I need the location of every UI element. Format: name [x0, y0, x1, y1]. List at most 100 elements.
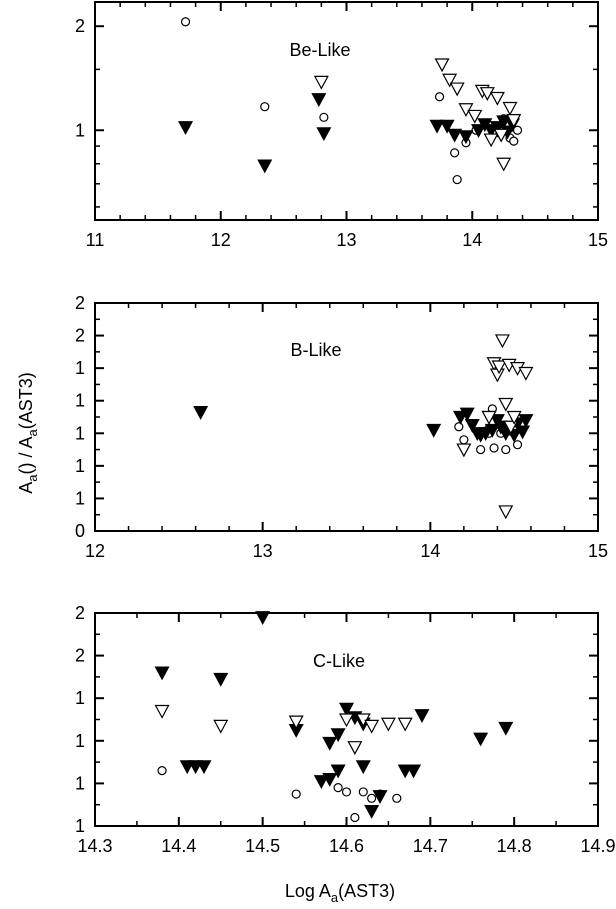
data-point-filled-triangle	[178, 121, 194, 136]
data-point-filled-triangle	[372, 790, 388, 804]
data-point-filled-triangle	[338, 702, 355, 717]
data-point-open-triangle	[479, 87, 495, 101]
data-point-open-triangle	[491, 360, 507, 375]
y-tick-label: 2	[75, 16, 85, 36]
data-point-open-triangle	[518, 366, 534, 381]
y-tick-label: 2	[75, 603, 85, 623]
data-point-filled-triangle	[322, 736, 338, 751]
data-point-open-triangle	[397, 717, 413, 732]
data-point-filled-triangle	[193, 406, 209, 420]
data-point-circle	[260, 102, 270, 112]
data-point-filled-triangle	[213, 672, 229, 687]
data-point-open-triangle	[502, 101, 518, 116]
x-tick-label: 14.4	[161, 836, 196, 856]
panel-title: B-Like	[290, 340, 341, 360]
data-point-filled-triangle	[458, 130, 474, 145]
data-point-filled-triangle	[322, 773, 338, 787]
y-tick-label: 1	[75, 488, 85, 508]
plot-frame	[94, 1, 599, 221]
y-tick-label: 0	[75, 521, 85, 541]
data-point-filled-triangle	[459, 407, 475, 422]
y-tick-label: 2	[75, 326, 85, 346]
y-axis-title: Aa() / Aa(AST3)	[16, 372, 40, 494]
x-tick-label: 14.6	[329, 836, 364, 856]
y-tick-label: 1	[75, 688, 85, 708]
data-point-filled-triangle	[255, 611, 271, 626]
data-point-open-triangle	[458, 103, 474, 118]
data-point-filled-triangle	[515, 425, 531, 440]
y-tick-label: 1	[75, 773, 85, 793]
data-point-circle	[450, 148, 460, 158]
data-point-circle	[476, 444, 486, 455]
data-point-filled-triangle	[426, 423, 442, 438]
x-tick-label: 14.7	[413, 836, 448, 856]
data-point-circle	[501, 444, 511, 455]
data-point-open-triangle	[506, 410, 522, 425]
y-tick-label: 1	[75, 731, 85, 751]
y-tick-label: 1	[75, 816, 85, 836]
data-point-filled-triangle	[316, 127, 332, 142]
data-point-filled-triangle	[406, 764, 422, 779]
y-tick-label: 1	[75, 456, 85, 476]
data-point-filled-triangle	[471, 124, 487, 139]
y-tick-label: 2	[75, 293, 85, 313]
data-point-open-triangle	[496, 157, 512, 172]
data-point-circle	[509, 136, 519, 146]
data-point-circle	[489, 443, 499, 453]
data-point-open-triangle	[481, 410, 497, 425]
data-point-open-triangle	[213, 719, 229, 734]
panel-3: 14.3 14.4 14.5 14.6 14.7 14.8 14.9 1 1 1 1 2 2 C-Like	[75, 603, 616, 856]
x-tick-label: 14.5	[245, 836, 280, 856]
data-point-filled-triangle	[196, 760, 212, 775]
data-point-filled-triangle	[439, 119, 455, 134]
data-point-open-triangle	[483, 133, 499, 148]
x-tick-label: 14	[420, 541, 440, 561]
y-tick-label: 1	[75, 391, 85, 411]
x-tick-label: 14.8	[497, 836, 532, 856]
data-point-circle	[434, 92, 445, 102]
data-point-circle	[291, 789, 301, 799]
x-tick-label: 14.9	[580, 836, 615, 856]
data-point-filled-triangle	[313, 775, 329, 790]
data-point-filled-triangle	[311, 93, 327, 107]
data-point-circle	[454, 422, 464, 432]
data-point-filled-triangle	[429, 119, 445, 134]
data-point-open-triangle	[288, 715, 304, 730]
x-tick-label: 14	[462, 230, 482, 250]
x-axis-title: Log Aa(AST3)	[285, 881, 395, 905]
y-tick-label: 1	[75, 120, 85, 140]
panel-title: C-Like	[313, 651, 365, 671]
data-point-filled-triangle	[257, 159, 273, 174]
data-point-open-triangle	[449, 82, 465, 97]
data-point-filled-triangle	[489, 121, 505, 136]
data-point-open-triangle	[338, 713, 355, 728]
data-point-circle	[452, 174, 462, 185]
data-point-filled-triangle	[330, 764, 346, 779]
data-point-filled-triangle	[154, 666, 170, 681]
data-point-filled-triangle	[364, 804, 380, 819]
data-point-filled-triangle	[414, 709, 430, 723]
data-point-open-triangle	[498, 505, 514, 520]
x-tick-label: 13	[336, 230, 356, 250]
data-point-open-triangle	[456, 443, 472, 458]
data-point-open-triangle	[154, 704, 170, 719]
data-point-circle	[358, 787, 368, 797]
data-point-filled-triangle	[464, 419, 480, 433]
x-tick-label: 12	[211, 230, 231, 250]
data-point-open-triangle	[498, 397, 514, 412]
data-point-filled-triangle	[498, 721, 514, 736]
data-point-open-triangle	[489, 91, 505, 106]
data-point-open-triangle	[347, 741, 363, 755]
x-tick-label: 11	[86, 230, 105, 250]
data-point-open-triangle	[313, 75, 329, 90]
data-point-circle	[392, 793, 402, 803]
data-point-circle	[512, 440, 523, 450]
x-tick-label: 15	[588, 541, 608, 561]
data-point-filled-triangle	[473, 732, 489, 747]
data-point-filled-triangle	[330, 728, 346, 743]
y-tick-label: 1	[75, 423, 85, 443]
data-point-circle	[333, 783, 343, 793]
